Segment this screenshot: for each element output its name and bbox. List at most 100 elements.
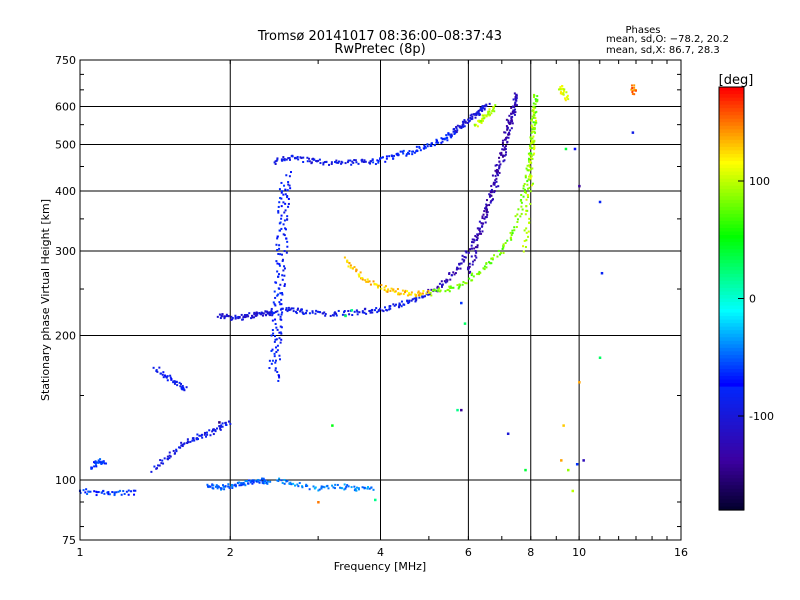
trace-point xyxy=(103,492,106,495)
trace-point xyxy=(301,485,304,488)
trace-point xyxy=(382,310,385,313)
trace-point xyxy=(85,488,88,491)
trace-point xyxy=(288,157,291,160)
trace-point xyxy=(472,238,475,241)
colorbar-segment xyxy=(719,330,744,335)
trace-point xyxy=(452,130,455,133)
trace-point xyxy=(512,111,515,114)
trace-point xyxy=(502,244,505,247)
trace-point xyxy=(423,144,426,147)
trace-point xyxy=(273,340,276,343)
trace-point xyxy=(456,129,459,132)
y-tick-label: 400 xyxy=(55,185,76,198)
trace-point xyxy=(278,222,281,225)
trace-point xyxy=(365,280,368,283)
trace-point xyxy=(368,310,371,313)
x-axis-label: Frequency [MHz] xyxy=(334,560,426,573)
trace-point xyxy=(87,490,90,493)
trace-point xyxy=(534,117,537,120)
trace-point xyxy=(501,247,504,250)
trace-point xyxy=(503,138,506,141)
trace-point xyxy=(279,331,282,334)
trace-point xyxy=(438,287,441,290)
trace-point xyxy=(470,255,473,258)
trace-point xyxy=(421,295,424,298)
trace-point xyxy=(390,287,393,290)
scatter-point xyxy=(460,408,463,412)
trace-point xyxy=(340,162,343,165)
trace-point xyxy=(513,109,516,112)
trace-point xyxy=(285,308,288,311)
trace-point xyxy=(182,386,185,389)
trace-point xyxy=(533,130,536,133)
trace-point xyxy=(289,171,292,174)
trace-point xyxy=(367,486,370,489)
trace-point xyxy=(283,159,286,162)
trace-point xyxy=(483,114,486,117)
trace-point xyxy=(173,452,176,455)
trace-point xyxy=(398,302,401,305)
trace-point xyxy=(513,92,516,95)
trace-point xyxy=(376,311,379,314)
trace-point xyxy=(289,308,292,311)
trace-point xyxy=(246,313,249,316)
trace-point xyxy=(268,311,271,314)
trace-point xyxy=(322,163,325,166)
trace-point xyxy=(276,157,279,160)
trace-point xyxy=(528,178,531,181)
trace-point xyxy=(397,154,400,157)
trace-point xyxy=(463,259,466,262)
trace-point xyxy=(467,267,470,270)
trace-point xyxy=(279,358,282,361)
trace-point xyxy=(206,433,209,436)
trace-point xyxy=(491,257,494,260)
trace-point xyxy=(410,293,413,296)
trace-point xyxy=(327,487,330,490)
trace-point xyxy=(334,483,337,486)
trace-point xyxy=(566,96,569,99)
trace-point xyxy=(277,273,280,276)
trace-point xyxy=(285,480,288,483)
trace-point xyxy=(462,260,465,263)
trace-point xyxy=(528,221,531,224)
trace-point xyxy=(332,314,335,317)
colorbar-segment xyxy=(719,104,744,109)
trace-point xyxy=(455,130,458,133)
trace-point xyxy=(254,312,257,315)
trace-point xyxy=(533,127,536,130)
trace-point xyxy=(183,442,186,445)
trace-point xyxy=(502,246,505,249)
trace-point xyxy=(261,477,264,480)
trace-point xyxy=(495,180,498,183)
trace-point xyxy=(525,231,528,234)
trace-point xyxy=(259,479,262,482)
chart-subtitle: RwPretec (8p) xyxy=(334,42,425,57)
trace-point xyxy=(392,289,395,292)
trace-point xyxy=(162,371,165,374)
trace-point xyxy=(191,439,194,442)
trace-point xyxy=(476,233,479,236)
trace-point xyxy=(566,94,569,97)
trace-point xyxy=(488,193,491,196)
trace-point xyxy=(436,139,439,142)
trace-point xyxy=(329,314,332,317)
trace-point xyxy=(475,256,478,259)
trace-point xyxy=(525,167,528,170)
trace-point xyxy=(176,384,179,387)
trace-point xyxy=(461,125,464,128)
trace-point xyxy=(489,201,492,204)
trace-point xyxy=(450,136,453,139)
trace-point xyxy=(515,93,518,96)
trace-point xyxy=(480,222,483,225)
trace-point xyxy=(280,332,283,335)
trace-point xyxy=(435,289,438,292)
trace-point xyxy=(350,486,353,489)
trace-point xyxy=(344,162,347,165)
trace-point xyxy=(527,169,530,172)
trace-point xyxy=(528,154,531,157)
trace-point xyxy=(273,303,276,306)
trace-point xyxy=(219,317,222,320)
trace-point xyxy=(417,290,420,293)
trace-point xyxy=(497,185,500,188)
trace-point xyxy=(463,119,466,122)
